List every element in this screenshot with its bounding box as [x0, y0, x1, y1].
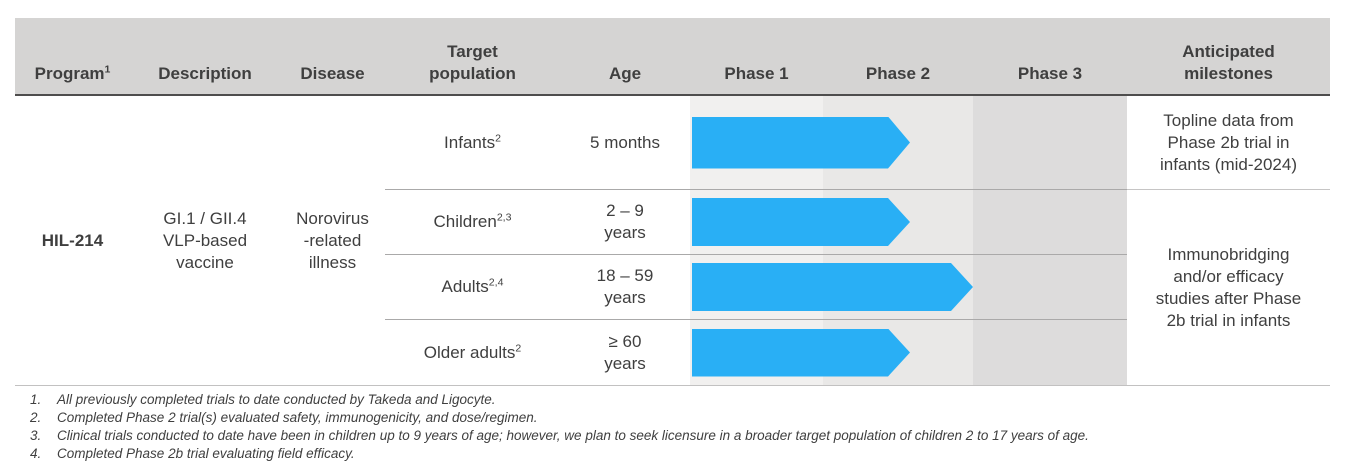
- footnote-3: Clinical trials conducted to date have b…: [30, 427, 1089, 445]
- population-label: Children2,3: [434, 211, 512, 233]
- population-cell-children: Children2,3: [385, 190, 560, 255]
- col-header-milestones: Anticipated milestones: [1127, 18, 1330, 96]
- population-footnote-ref: 2,4: [488, 276, 504, 289]
- progress-arrow-adults: [692, 263, 973, 311]
- col-header-target-population: Target population: [385, 18, 560, 96]
- footnotes: All previously completed trials to date …: [15, 391, 1089, 463]
- phase-track-children: [690, 190, 1127, 255]
- col-header-disease: Disease: [280, 18, 385, 96]
- age-cell-children: 2 – 9 years: [560, 190, 690, 255]
- col-header-program-label: Program1: [35, 63, 111, 85]
- col-header-age: Age: [560, 18, 690, 96]
- age-cell-adults: 18 – 59 years: [560, 255, 690, 320]
- population-label: Older adults2: [424, 342, 522, 364]
- population-cell-adults: Adults2,4: [385, 255, 560, 320]
- program-name-cell: HIL-214: [41, 230, 104, 250]
- population-text: Children: [433, 212, 497, 231]
- col-header-phase3: Phase 3: [973, 18, 1127, 96]
- col-header-description: Description: [130, 18, 280, 96]
- col-header-phase2: Phase 2: [823, 18, 973, 96]
- phase-track-infants: [690, 96, 1127, 190]
- pipeline-table: Program1 Description Disease Target popu…: [15, 18, 1330, 386]
- disease-cell: Norovirus -related illness: [296, 208, 369, 272]
- population-footnote-ref: 2: [495, 131, 501, 144]
- age-cell-infants: 5 months: [560, 96, 690, 190]
- description-cell: GI.1 / GII.4 VLP-based vaccine: [162, 208, 248, 272]
- population-cell-infants: Infants2: [385, 96, 560, 190]
- footnote-4: Completed Phase 2b trial evaluating fiel…: [30, 445, 355, 463]
- milestone-cell-merged: Immunobridging and/or efficacy studies a…: [1155, 244, 1302, 330]
- program-header-text: Program: [34, 64, 105, 83]
- progress-arrow-older-adults: [692, 329, 910, 377]
- population-text: Infants: [444, 132, 496, 152]
- population-footnote-ref: 2,3: [496, 211, 512, 224]
- population-label: Adults2,4: [442, 276, 504, 298]
- footnote-2: Completed Phase 2 trial(s) evaluated saf…: [30, 409, 538, 427]
- program-footnote-ref: 1: [104, 63, 111, 76]
- progress-arrow-infants: [692, 117, 910, 169]
- footnote-1: All previously completed trials to date …: [30, 391, 496, 409]
- population-text: Older adults: [423, 342, 516, 362]
- phase-track-adults: [690, 255, 1127, 320]
- population-label: Infants2: [444, 132, 501, 154]
- age-cell-older-adults: ≥ 60 years: [604, 331, 646, 373]
- milestone-cell-infants: Topline data from Phase 2b trial in infa…: [1127, 96, 1330, 190]
- population-text: Adults: [441, 277, 489, 296]
- phase-track-older-adults: [690, 320, 1127, 385]
- population-footnote-ref: 2: [515, 341, 522, 354]
- population-cell-older-adults: Older adults2: [385, 320, 560, 385]
- col-header-phase1: Phase 1: [690, 18, 823, 96]
- progress-arrow-children: [692, 198, 910, 246]
- col-header-program: Program1: [15, 18, 130, 96]
